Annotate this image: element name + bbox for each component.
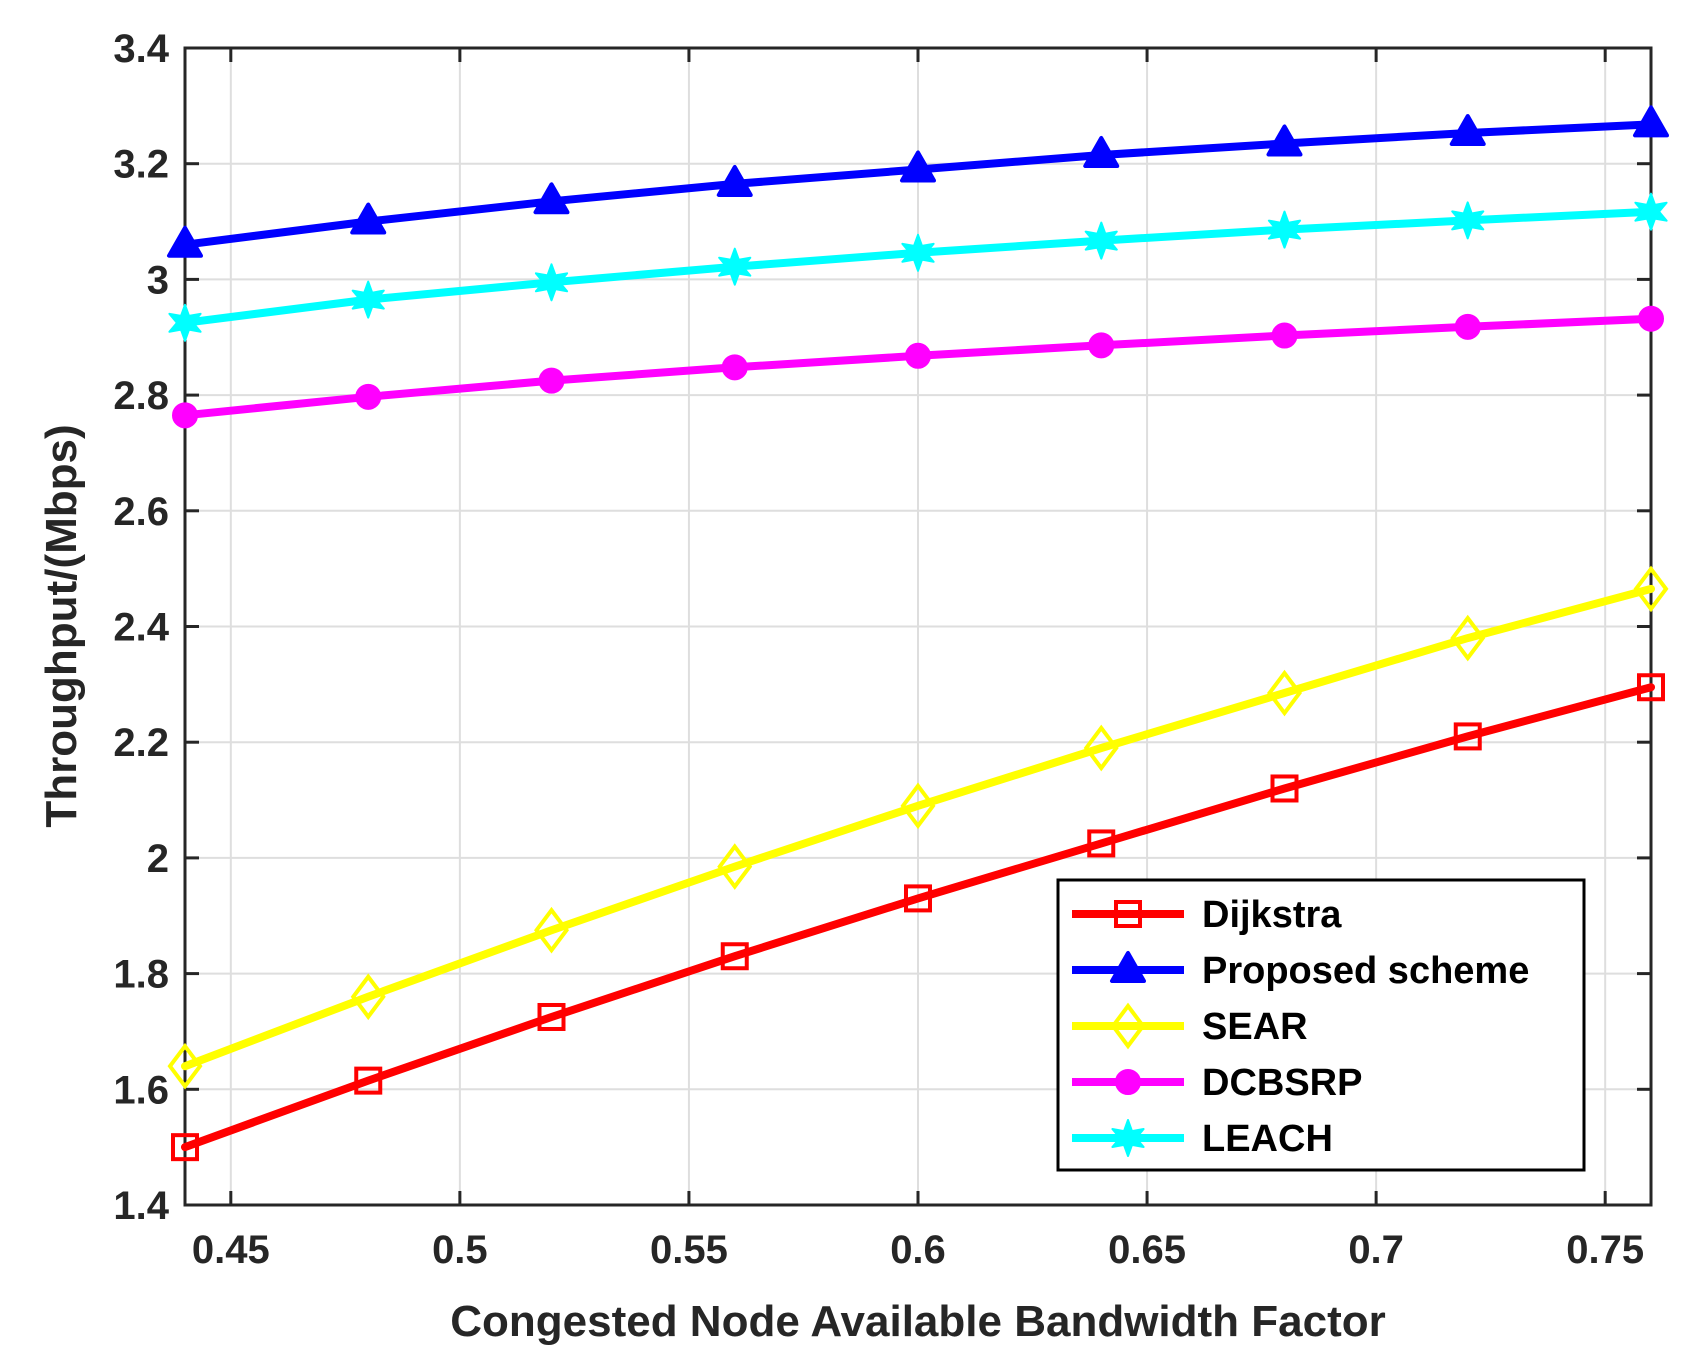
data-point-proposed-scheme xyxy=(1633,105,1669,138)
data-point-proposed-scheme xyxy=(533,182,570,215)
data-point-sear xyxy=(534,906,569,954)
x-tick-label: 0.75 xyxy=(1566,1228,1644,1272)
legend-marker-sear xyxy=(1110,1002,1146,1050)
legend-marker-dijkstra xyxy=(1114,900,1142,928)
legend-label-sear: SEAR xyxy=(1202,1006,1308,1048)
data-point-dcbsrp xyxy=(905,342,931,369)
legend-marker-proposed-scheme xyxy=(1110,951,1146,983)
legend-label-dcbsrp: DCBSRP xyxy=(1202,1062,1362,1104)
series-proposed-scheme xyxy=(167,105,1669,258)
series-dcbsrp xyxy=(172,305,1664,429)
legend: Dijkstra Proposed scheme SEAR DCBSRP LEACH xyxy=(1056,878,1586,1172)
y-tick-label: 3.4 xyxy=(113,27,169,71)
data-point-leach xyxy=(1267,210,1302,249)
data-point-leach xyxy=(1084,221,1118,260)
data-point-proposed-scheme xyxy=(350,202,387,235)
data-point-dijkstra xyxy=(1270,774,1299,803)
data-point-proposed-scheme xyxy=(1449,114,1486,147)
series-leach xyxy=(168,192,1668,342)
series-group xyxy=(167,105,1669,1162)
data-point-dcbsrp xyxy=(538,367,565,394)
data-point-sear xyxy=(1267,669,1302,717)
data-point-dijkstra xyxy=(1087,829,1116,858)
legend-marker-leach xyxy=(1111,1119,1145,1157)
data-point-leach xyxy=(1451,201,1485,240)
y-tick-label: 2.6 xyxy=(113,490,169,534)
data-point-proposed-scheme xyxy=(1266,124,1303,157)
data-point-dcbsrp xyxy=(172,402,198,429)
series-sear xyxy=(167,565,1669,1090)
data-point-leach xyxy=(1634,192,1668,231)
legend-label-leach: LEACH xyxy=(1202,1118,1333,1160)
data-point-dijkstra xyxy=(537,1002,566,1031)
data-point-dijkstra xyxy=(171,1133,199,1162)
data-point-sear xyxy=(1450,614,1486,662)
data-point-dijkstra xyxy=(904,884,932,913)
legend-label-proposed-scheme: Proposed scheme xyxy=(1202,950,1529,992)
y-tick-label: 2.2 xyxy=(113,721,169,765)
data-point-sear xyxy=(717,843,753,890)
y-tick-label: 3.2 xyxy=(113,143,169,187)
x-tick-label: 0.5 xyxy=(432,1228,488,1272)
x-tick-label: 0.55 xyxy=(650,1228,728,1272)
legend-marker-dcbsrp xyxy=(1115,1069,1141,1095)
data-point-sear xyxy=(350,973,386,1021)
data-point-dijkstra xyxy=(1453,722,1482,751)
x-tick-label: 0.7 xyxy=(1348,1228,1404,1272)
series-dijkstra xyxy=(171,673,1665,1162)
data-point-dcbsrp xyxy=(1088,332,1115,359)
data-point-sear xyxy=(1083,724,1119,772)
axis-labels: Congested Node Available Bandwidth Facto… xyxy=(37,424,1386,1346)
y-tick-label: 2.8 xyxy=(113,374,169,418)
x-tick-label: 0.45 xyxy=(192,1228,270,1272)
y-tick-label: 2 xyxy=(147,837,169,881)
y-tick-label: 3 xyxy=(147,258,169,302)
x-axis-label: Congested Node Available Bandwidth Facto… xyxy=(450,1297,1386,1346)
y-tick-label: 1.6 xyxy=(113,1068,169,1112)
x-tick-label: 0.65 xyxy=(1108,1228,1186,1272)
data-point-leach xyxy=(351,280,385,319)
y-axis-label: Throughput/(Mbps) xyxy=(37,424,86,827)
data-point-dijkstra xyxy=(720,942,749,971)
data-point-proposed-scheme xyxy=(167,225,203,258)
data-point-proposed-scheme xyxy=(1083,136,1120,169)
legend-label-dijkstra: Dijkstra xyxy=(1202,894,1342,936)
data-point-sear xyxy=(900,782,936,830)
data-point-leach xyxy=(901,233,935,272)
y-tick-label: 1.4 xyxy=(113,1184,169,1228)
data-point-dcbsrp xyxy=(1638,305,1664,332)
data-point-dcbsrp xyxy=(1271,322,1298,349)
x-tick-label: 0.6 xyxy=(890,1228,946,1272)
data-point-dcbsrp xyxy=(355,383,382,410)
axes: 0.45 0.5 0.55 0.6 0.65 0.7 0.75 1.4 1.6 1.8 2 2.2 2.… xyxy=(113,27,1653,1272)
data-point-leach xyxy=(534,263,569,302)
data-point-proposed-scheme xyxy=(716,164,753,197)
data-point-proposed-scheme xyxy=(900,150,936,183)
data-point-dcbsrp xyxy=(1454,313,1481,340)
data-point-sear xyxy=(167,1042,203,1090)
y-tick-label: 1.8 xyxy=(113,953,169,997)
data-point-leach xyxy=(718,247,752,286)
data-point-dijkstra xyxy=(354,1066,383,1095)
series-line-dijkstra xyxy=(181,683,1655,1152)
series-line-sear xyxy=(181,584,1655,1071)
y-tick-label: 2.4 xyxy=(113,606,169,650)
data-point-dijkstra xyxy=(1637,673,1665,702)
data-point-sear xyxy=(1633,565,1669,613)
data-point-dcbsrp xyxy=(721,354,748,381)
data-point-leach xyxy=(168,303,202,342)
